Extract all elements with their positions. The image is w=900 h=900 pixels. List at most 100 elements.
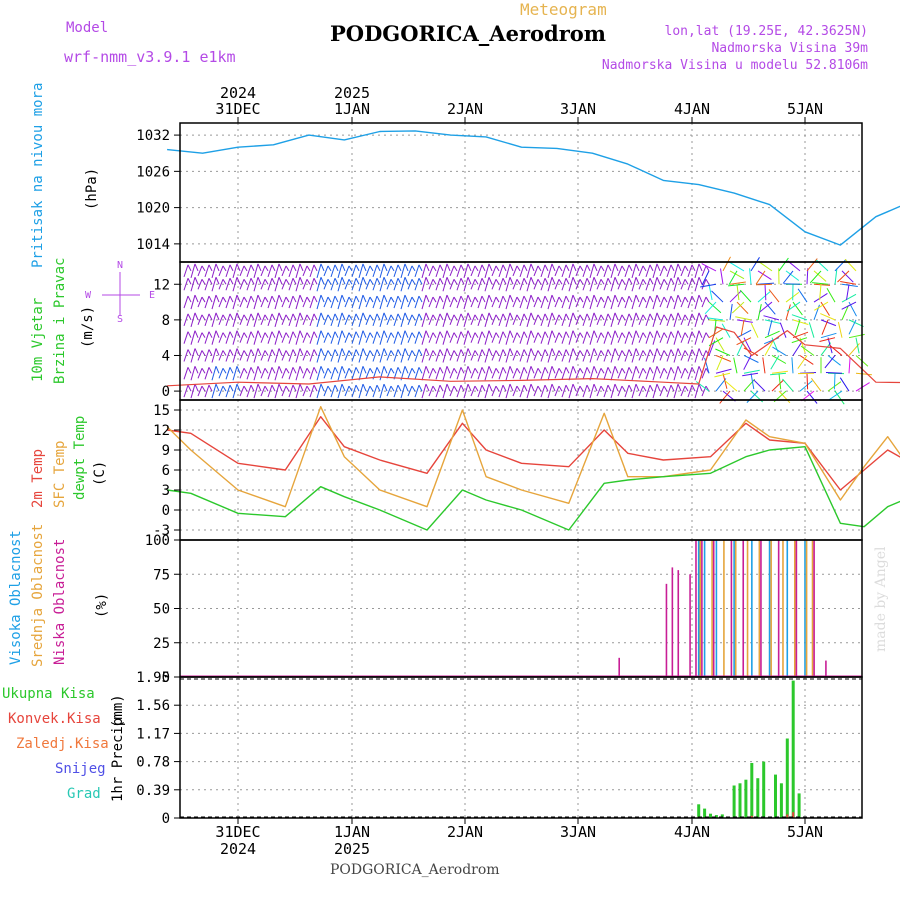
- wind-barb: [425, 330, 430, 338]
- wind-barb: [292, 313, 297, 321]
- wind-barb: [204, 384, 210, 398]
- wind-barb: [642, 385, 647, 392]
- wind-barb-storm: [778, 373, 782, 390]
- wind-barb: [698, 348, 703, 356]
- wind-barb-storm: [820, 301, 830, 316]
- wind-barb: [582, 264, 588, 278]
- wind-barb: [701, 350, 707, 361]
- wind-barb: [239, 265, 245, 277]
- wind-barb: [526, 277, 532, 292]
- wind-barb: [687, 367, 693, 380]
- wind-barb: [355, 278, 360, 285]
- wind-barb: [222, 296, 227, 303]
- wind-barb: [288, 264, 294, 278]
- wind-barb: [278, 330, 283, 338]
- wind-barb: [645, 264, 651, 278]
- wind-barb: [246, 331, 252, 344]
- wind-barb: [624, 331, 630, 344]
- wind-barb: [677, 277, 682, 285]
- wind-barb: [372, 313, 378, 327]
- wind-barb: [432, 314, 437, 321]
- wind-barb: [544, 313, 549, 321]
- wind-barb: [512, 279, 518, 290]
- wind-barb: [302, 332, 308, 343]
- wind-barb: [365, 265, 371, 277]
- wind-barb: [540, 264, 546, 278]
- wind-barb: [670, 331, 675, 338]
- wind-barb-storm: [791, 314, 808, 321]
- wind-barb: [295, 330, 301, 345]
- wind-barb: [463, 263, 469, 279]
- wind-barb-storm: [794, 319, 801, 336]
- wind-barb: [694, 330, 700, 345]
- wind-barb: [617, 368, 623, 379]
- wind-barb: [498, 313, 504, 327]
- wind-barb: [334, 367, 339, 374]
- wind-barb: [295, 263, 301, 279]
- wind-barb: [285, 350, 290, 356]
- wind-barb: [691, 313, 696, 321]
- temp-side-label-2: SFC Temp: [52, 440, 68, 508]
- wind-barb: [600, 279, 605, 285]
- wind-barb: [656, 263, 661, 272]
- wind-barb: [495, 385, 500, 392]
- wind-barb: [246, 313, 252, 327]
- wind-barb: [253, 366, 259, 381]
- wind-barb: [502, 295, 507, 303]
- wind-barb: [194, 277, 199, 285]
- wind-barb: [680, 296, 686, 308]
- wind-barb: [537, 279, 542, 285]
- wind-barb: [313, 331, 318, 338]
- wind-barb: [432, 279, 437, 285]
- wind-barb: [502, 349, 507, 356]
- wind-barb: [642, 350, 647, 356]
- wind-barb: [190, 277, 196, 292]
- wind-barb-storm: [750, 257, 760, 272]
- wind-barb: [418, 278, 423, 285]
- wind-barb-storm: [785, 270, 800, 281]
- wind-barb: [512, 350, 518, 361]
- wind-barb: [488, 263, 493, 272]
- wind-barb: [425, 383, 430, 392]
- wind-barb: [218, 332, 224, 343]
- wind-barb: [680, 385, 686, 397]
- wind-barb: [250, 278, 255, 285]
- wind-barb: [327, 314, 332, 321]
- wind-barb-storm: [792, 341, 803, 356]
- wind-barb: [568, 263, 574, 279]
- wind-barb: [355, 367, 360, 374]
- wind-barb: [274, 277, 280, 292]
- wind-barb-storm: [820, 332, 837, 339]
- wind-barb: [383, 366, 388, 374]
- wind-barb: [407, 368, 413, 379]
- wind-barb: [253, 383, 259, 399]
- wind-barb-storm: [736, 337, 752, 346]
- wind-barb: [421, 263, 427, 279]
- wind-barb: [698, 312, 703, 321]
- wind-barb: [523, 331, 528, 338]
- wind-barb-storm: [806, 390, 818, 404]
- wind-barb: [302, 350, 308, 361]
- wind-barb: [274, 366, 280, 381]
- wind-barb: [239, 332, 245, 343]
- wind-barb: [495, 350, 500, 356]
- wind-barb: [292, 331, 297, 338]
- wind-barb: [309, 264, 315, 278]
- wind-barb: [442, 294, 448, 310]
- wind-barb: [288, 295, 294, 309]
- wind-barb: [663, 332, 668, 338]
- wind-barb: [351, 367, 357, 380]
- wind-barb: [600, 314, 605, 321]
- wind-barb: [232, 263, 238, 279]
- wind-barb: [383, 330, 388, 338]
- wind-barb: [257, 263, 262, 272]
- wind-barb: [677, 383, 682, 392]
- wind-barb: [187, 349, 192, 356]
- top-year-label: 2025: [334, 84, 370, 102]
- wind-barb: [201, 350, 206, 356]
- wind-barb: [551, 348, 556, 356]
- wind-barb: [558, 265, 563, 272]
- wind-barb: [593, 330, 598, 338]
- temp-line-1: [166, 406, 900, 508]
